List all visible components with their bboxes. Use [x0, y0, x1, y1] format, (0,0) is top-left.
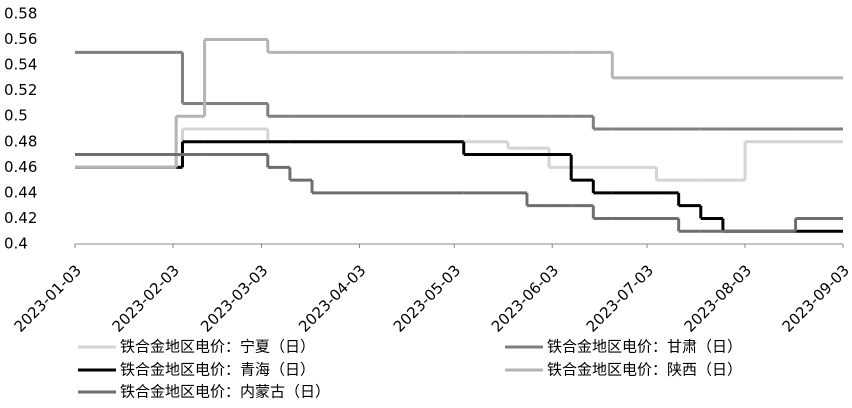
x-tick-label: 2023-07-03 [583, 261, 657, 335]
x-tick-label: 2023-09-03 [779, 261, 852, 335]
y-tick-label: 0.54 [4, 56, 37, 74]
series-line [75, 50, 843, 131]
y-tick-label: 0.48 [4, 132, 37, 150]
y-tick-label: 0.44 [4, 183, 37, 201]
x-tick-label: 2023-03-03 [197, 261, 271, 335]
y-tick-label: 0.4 [4, 235, 28, 253]
x-tick-label: 2023-06-03 [488, 261, 562, 335]
x-tick-label: 2023-04-03 [295, 261, 369, 335]
legend-label: 铁合金地区电价：宁夏（日） [120, 338, 315, 356]
legend-label: 铁合金地区电价：青海（日） [120, 361, 315, 379]
y-tick-label: 0.42 [4, 209, 37, 227]
x-tick-label: 2023-05-03 [390, 261, 464, 335]
y-tick-label: 0.46 [4, 158, 37, 176]
x-tick-label: 2023-02-03 [109, 261, 183, 335]
y-tick-label: 0.58 [4, 5, 37, 23]
series-line [75, 38, 843, 169]
series-line [75, 153, 843, 233]
x-tick-label: 2023-01-03 [11, 261, 85, 335]
x-tick-label: 2023-08-03 [681, 261, 755, 335]
y-tick-label: 0.5 [4, 107, 28, 125]
legend-label: 铁合金地区电价：内蒙古（日） [120, 383, 330, 401]
y-tick-label: 0.56 [4, 30, 37, 48]
y-tick-label: 0.52 [4, 81, 37, 99]
legend-label: 铁合金地区电价：甘肃（日） [547, 338, 742, 356]
legend-label: 铁合金地区电价：陕西（日） [547, 361, 742, 379]
